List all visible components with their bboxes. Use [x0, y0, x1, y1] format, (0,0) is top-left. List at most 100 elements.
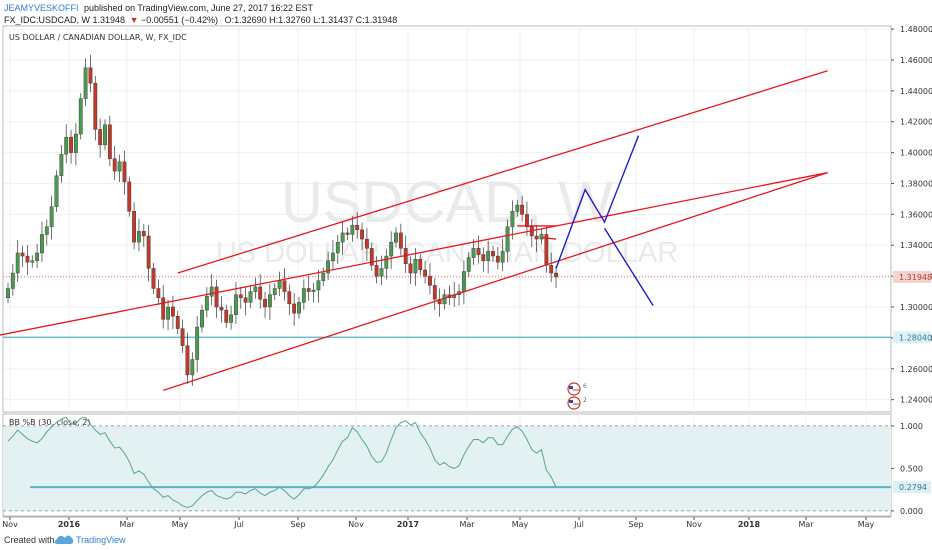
candle-up — [200, 309, 204, 328]
time-tick-label: May — [858, 520, 875, 529]
candle-down — [495, 255, 500, 263]
resistance-marker-kink[interactable] — [541, 236, 557, 240]
candle-up — [204, 296, 209, 311]
candle-down — [107, 124, 112, 159]
candle-up — [103, 124, 107, 146]
time-axis[interactable]: Nov 2016 Mar May Jul Sep Nov 2017 Mar May Jul Sep No… — [2, 516, 891, 529]
candle-down — [292, 303, 297, 314]
candle-up — [166, 306, 170, 320]
candle-up — [321, 272, 326, 281]
candle-up — [73, 133, 78, 153]
candle-up — [277, 280, 282, 289]
time-tick-label: 2016 — [58, 520, 81, 529]
candle-down — [214, 286, 219, 308]
candle-down — [554, 272, 558, 278]
candle-down — [418, 258, 423, 271]
candle-up — [335, 241, 340, 254]
channel-bottom-line[interactable] — [162, 172, 828, 392]
price-tick-label: 1.38000 — [900, 179, 932, 188]
author-name[interactable]: JEAMYVESKOFFI — [4, 3, 79, 13]
candle-up — [6, 288, 10, 298]
bb-percent-b-line — [7, 416, 557, 509]
candle-down — [369, 248, 374, 266]
svg-text:JEAMYVESKOFFI published on: JEAMYVESKOFFI published on TradingView.c… — [4, 3, 314, 13]
candle-down — [25, 255, 30, 263]
candle-down — [98, 129, 103, 146]
candle-down — [432, 285, 437, 300]
main-pane[interactable] — [2, 25, 892, 413]
candle-down — [423, 269, 427, 277]
candle-up — [466, 257, 471, 272]
indicator-title: BB %B (30, close, 2) — [9, 418, 90, 427]
candle-down — [161, 297, 166, 320]
us-flag-event-icon-2[interactable]: 2 — [567, 396, 587, 410]
candle-up — [384, 255, 389, 269]
candle-down — [185, 345, 190, 376]
candle-down — [132, 211, 136, 243]
time-tick-label: Jul — [573, 520, 584, 529]
candle-up — [190, 359, 195, 376]
candle-down — [549, 265, 554, 274]
footer-brand[interactable]: TradingView — [76, 535, 126, 545]
candle-down — [534, 235, 539, 240]
candle-up — [59, 153, 64, 176]
candle-down — [175, 316, 180, 329]
candle-down — [365, 238, 369, 249]
candle-down — [127, 181, 132, 212]
candle-up — [462, 271, 466, 292]
trend-channel[interactable] — [0, 70, 828, 392]
candle-down — [69, 136, 73, 153]
candle-down — [476, 248, 481, 255]
bb-percent-b — [3, 416, 891, 512]
indicator-axis[interactable]: 0.000 0.500 1.000 0.2794 — [891, 422, 931, 516]
candle-down — [180, 328, 185, 346]
candle-down — [151, 268, 156, 289]
candle-up — [394, 232, 398, 243]
svg-text:2: 2 — [583, 397, 587, 404]
channel-upper-line[interactable] — [177, 70, 828, 274]
candle-up — [297, 302, 301, 314]
candle-up — [83, 67, 88, 99]
candle-up — [248, 291, 253, 303]
candle-down — [146, 235, 151, 269]
projection-down-path[interactable] — [603, 227, 654, 306]
support-horizontal-line[interactable] — [3, 276, 891, 338]
time-tick-label: Sep — [628, 520, 643, 529]
candle-down — [122, 161, 127, 183]
channel-lower-line[interactable] — [0, 172, 828, 337]
candle-down — [481, 254, 486, 261]
candle-up — [15, 252, 20, 274]
price-axis[interactable]: 1.240001.260001.280001.300001.320001.340… — [891, 25, 932, 405]
candle-up — [64, 136, 69, 155]
candle-down — [88, 67, 93, 84]
time-tick-label: Sep — [290, 520, 305, 529]
candle-up — [44, 226, 49, 235]
candle-down — [219, 306, 224, 311]
bb-value-tag: 0.2794 — [899, 483, 927, 492]
time-tick-label: Nov — [686, 520, 702, 529]
candle-down — [243, 297, 248, 303]
candle-up — [340, 232, 345, 243]
price-tick-label: 1.34000 — [900, 241, 932, 250]
candle-down — [345, 232, 350, 235]
ohlc-change: −0.00551 (−0.42%) — [141, 15, 218, 25]
candle-down — [238, 294, 243, 298]
projection-path[interactable] — [555, 135, 654, 306]
candle-down — [360, 229, 364, 240]
candle-down — [408, 263, 413, 274]
candle-down — [282, 280, 287, 292]
candle-up — [35, 252, 40, 261]
price-tick-label: 1.24000 — [900, 396, 932, 405]
candle-up — [253, 286, 258, 292]
candle-up — [268, 294, 272, 308]
projection-up-path[interactable] — [555, 135, 640, 269]
price-tick-label: 1.40000 — [900, 149, 932, 158]
last-price-tag: 1.31948 — [899, 273, 932, 282]
candle-down — [428, 275, 432, 286]
candle-up — [30, 260, 35, 263]
candle-down — [263, 299, 267, 308]
us-flag-event-icon[interactable]: 6 — [567, 382, 587, 396]
indicator-tick-label: 1.000 — [900, 422, 923, 431]
ohlc-values: O:1.32690 H:1.32760 L:1.31437 C:1.31948 — [225, 15, 398, 25]
